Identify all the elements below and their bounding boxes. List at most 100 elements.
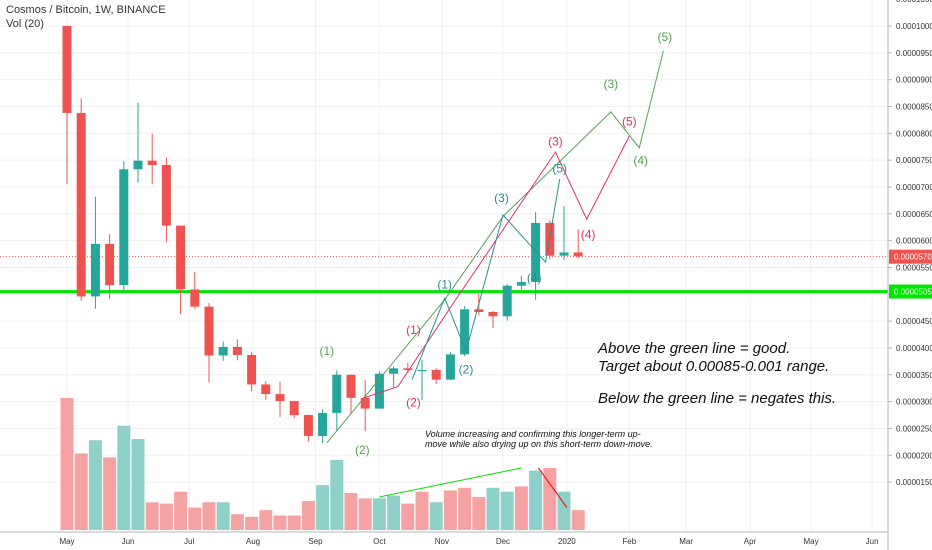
time-tick-label: May [804, 537, 819, 546]
last-price-label: 0.00005701 [894, 253, 932, 262]
volume-bar [514, 486, 528, 530]
time-tick-label: Mar [679, 537, 693, 546]
volume-bar [74, 453, 88, 530]
wave-label: (4) [581, 227, 596, 241]
volume-bar [117, 425, 131, 530]
volume-trend-down-line [538, 467, 568, 508]
time-tick-label: Jul [184, 537, 194, 546]
candle-body [360, 397, 370, 409]
time-tick-label: Sep [308, 537, 323, 546]
analysis-note: Above the green line = good. Target abou… [598, 340, 836, 408]
volume-trend-up-line [379, 467, 522, 498]
candle-body [502, 285, 512, 317]
elliott-wave-line [362, 135, 630, 399]
volume-bar [529, 470, 543, 530]
candle-body [332, 374, 342, 413]
volume-bar [60, 398, 74, 530]
candle-body [218, 346, 228, 356]
candle-body [275, 394, 285, 402]
candle-body [105, 243, 115, 286]
chart-title: Cosmos / Bitcoin, 1W, BINANCE [6, 4, 166, 16]
time-tick-label: Aug [246, 537, 260, 546]
candle-body [133, 160, 143, 170]
candle-body [90, 243, 100, 297]
volume-bar [330, 460, 344, 530]
wave-label: (5) [552, 161, 567, 175]
candle-body [516, 281, 526, 286]
candle-body [76, 112, 86, 297]
note-line-good: Above the green line = good. [598, 340, 791, 357]
volume-bar [443, 490, 457, 530]
volume-bar [245, 516, 259, 530]
wave-label: (3) [548, 135, 563, 149]
time-tick-label: 2020 [558, 537, 576, 546]
volume-bar [401, 503, 415, 530]
candle-body [289, 401, 299, 416]
wave-label: (5) [622, 114, 637, 128]
candle-body [232, 346, 242, 355]
volume-bar [358, 498, 372, 530]
candle-body [403, 368, 413, 370]
wave-label: (1) [437, 277, 452, 291]
candle-body [531, 222, 541, 282]
candle-body [445, 354, 455, 380]
candle-body [573, 252, 583, 257]
volume-bar [429, 502, 443, 530]
candle-body [247, 354, 257, 385]
candle-body [374, 373, 384, 409]
volume-bar [458, 487, 472, 530]
candle-body [62, 26, 72, 113]
support-price-tag [889, 284, 932, 299]
volume-bar [216, 502, 230, 530]
note-line-negate: Below the green line = negates this. [598, 390, 837, 407]
volume-bar [88, 440, 102, 530]
volume-bar [159, 503, 173, 530]
volume-bar [301, 500, 315, 530]
volume-bar [543, 467, 557, 530]
volume-bar [131, 438, 145, 530]
candle-body [161, 164, 171, 226]
volume-bar [344, 493, 358, 530]
candle-body [431, 369, 441, 380]
wave-label: (3) [604, 77, 619, 91]
candle-body [176, 225, 186, 290]
volume-note: Volume increasing and confirming this lo… [425, 429, 653, 449]
wave-label: (5) [657, 30, 672, 44]
time-tick-label: Jun [866, 537, 879, 546]
volume-bar [500, 491, 514, 530]
time-tick-label: Dec [496, 537, 510, 546]
wave-label: (2) [459, 363, 474, 377]
wave-label: (4) [633, 153, 648, 167]
volume-bar [415, 491, 429, 530]
volume-bar [103, 457, 117, 530]
volume-bar [188, 507, 202, 530]
time-tick-label: Jun [122, 537, 135, 546]
volume-bar [174, 491, 188, 530]
volume-bar [287, 515, 301, 530]
time-tick-label: Feb [622, 537, 636, 546]
volume-bar [316, 485, 330, 530]
time-tick-label: Nov [435, 537, 449, 546]
elliott-wave-line [411, 178, 561, 380]
candle-body [190, 289, 200, 307]
wave-label: (1) [320, 344, 335, 358]
volume-bar [387, 495, 401, 530]
price-axis-bg [888, 0, 932, 550]
elliott-wave-line [326, 50, 664, 444]
note-line-target: Target about 0.00085-0.001 range. [598, 358, 830, 375]
candle-body [346, 374, 356, 398]
candle-body [204, 306, 214, 356]
